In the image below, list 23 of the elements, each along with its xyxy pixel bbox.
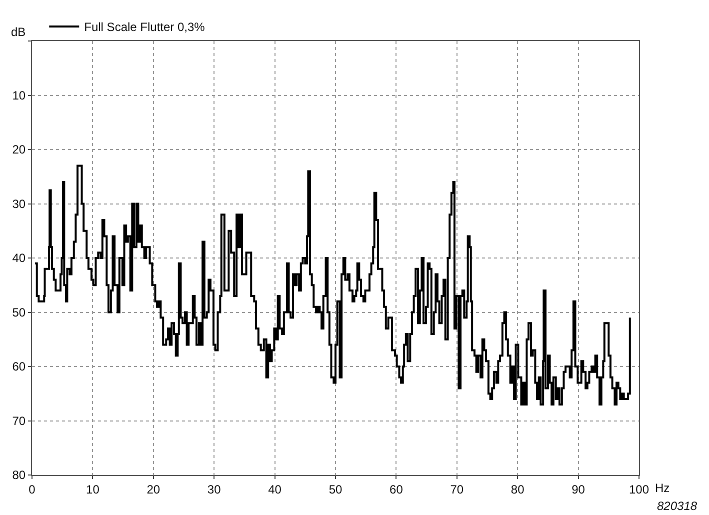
- x-tick-label: 50: [328, 482, 342, 496]
- y-tick-label: 30: [12, 196, 26, 211]
- y-tick-label: 80: [12, 468, 26, 482]
- x-tick-label: 60: [390, 482, 404, 496]
- y-tick-label: 40: [12, 251, 26, 266]
- x-tick-label: 0: [28, 482, 36, 496]
- x-tick-label: 20: [146, 482, 160, 496]
- x-tick-label: 40: [268, 482, 282, 496]
- x-tick-label: 90: [572, 482, 586, 496]
- y-tick-label: 20: [12, 142, 26, 157]
- x-tick-label: 70: [450, 482, 464, 496]
- legend-label: Full Scale Flutter 0,3%: [84, 20, 206, 34]
- y-axis-title: dB: [11, 25, 26, 39]
- x-tick-label: 10: [86, 482, 100, 496]
- x-tick-label: 100: [628, 482, 650, 496]
- x-axis-title: Hz: [655, 481, 670, 495]
- x-tick-label: 80: [510, 482, 525, 496]
- x-tick-label: 30: [207, 482, 222, 496]
- y-tick-label: 10: [12, 88, 26, 102]
- y-tick-label: 60: [12, 360, 26, 374]
- text: 820318: [657, 499, 698, 513]
- y-tick-label: 70: [12, 414, 26, 428]
- y-tick-label: 50: [12, 305, 26, 320]
